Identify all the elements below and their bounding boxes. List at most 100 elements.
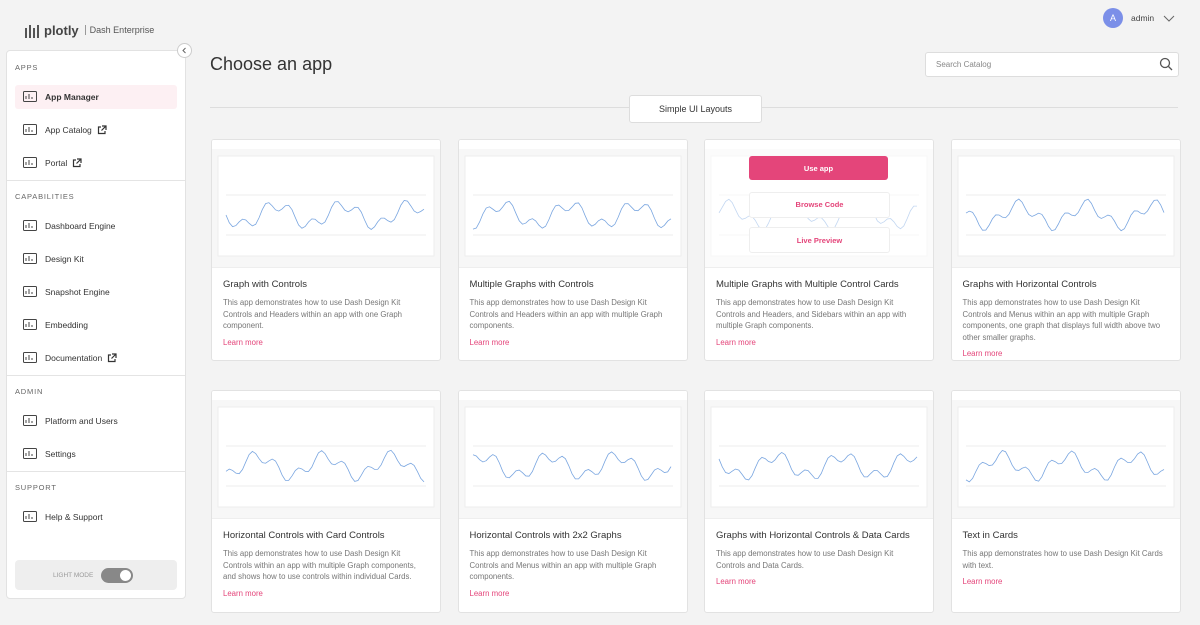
- category-tab[interactable]: Simple UI Layouts: [629, 95, 762, 123]
- card-title: Multiple Graphs with Multiple Control Ca…: [716, 279, 899, 290]
- search-placeholder: Search Catalog: [936, 60, 992, 69]
- nav-label: App Manager: [45, 92, 99, 102]
- nav-item[interactable]: Dashboard Engine: [15, 214, 177, 238]
- app-card[interactable]: Text in Cards This app demonstrates how t…: [950, 390, 1181, 613]
- app-card[interactable]: Graphs with Horizontal Controls This app …: [950, 139, 1181, 361]
- section-label: ADMIN: [15, 387, 44, 396]
- section-label: CAPABILITIES: [15, 192, 75, 201]
- search-icon: [1159, 57, 1173, 71]
- action-button[interactable]: Browse Code: [749, 191, 890, 218]
- chevron: [1163, 15, 1175, 22]
- nav-item[interactable]: Settings: [15, 442, 177, 466]
- card-description: This app demonstrates how to use Dash De…: [716, 549, 894, 570]
- external-icon: [108, 353, 117, 363]
- app-card[interactable]: Use app Browse Code Live Preview Multiple G…: [704, 139, 934, 361]
- card-title: Graphs with Horizontal Controls: [962, 279, 1097, 290]
- thumbnail: Use app Browse Code Live Preview: [705, 140, 933, 268]
- app-card[interactable]: Horizontal Controls with 2x2 Graphs This …: [457, 390, 688, 613]
- nav-item[interactable]: Help & Support: [15, 505, 177, 529]
- card-title: Text in Cards: [962, 530, 1018, 541]
- card-title: Multiple Graphs with Controls: [469, 279, 594, 290]
- nav-item[interactable]: Documentation: [15, 346, 177, 370]
- learn-more-link[interactable]: Learn more: [962, 349, 1003, 358]
- thumbnail-graphic: [951, 391, 1180, 508]
- nav-icon: [23, 253, 37, 264]
- nav-icon: [23, 124, 37, 135]
- app-card[interactable]: Multiple Graphs with Controls This app de…: [457, 139, 688, 361]
- section-label: SUPPORT: [15, 483, 57, 492]
- nav-label: Settings: [45, 449, 76, 459]
- thumbnail: [458, 391, 687, 519]
- nav-label: Design Kit: [45, 254, 84, 264]
- card-description: This app demonstrates how to use Dash De…: [469, 298, 663, 330]
- thumbnail: [212, 140, 440, 268]
- collapse-button[interactable]: [177, 43, 192, 58]
- logo-icon: [25, 25, 39, 38]
- thumbnail: [951, 140, 1180, 268]
- product-name: Dash Enterprise: [84, 25, 154, 35]
- sidebar-divider: [7, 471, 185, 472]
- nav-icon: [23, 448, 37, 459]
- user-menu[interactable]: A admin: [1103, 8, 1176, 28]
- thumbnail-graphic: [212, 140, 440, 257]
- thumbnail-graphic: [951, 140, 1180, 257]
- learn-more-link[interactable]: Learn more: [469, 588, 510, 598]
- user-name: admin: [1131, 13, 1155, 23]
- nav-icon: [23, 220, 37, 231]
- nav-label: App Catalog: [45, 125, 92, 135]
- nav-label: Snapshot Engine: [45, 287, 110, 297]
- learn-more-link[interactable]: Learn more: [716, 577, 756, 586]
- nav-label: Portal: [45, 158, 68, 168]
- thumbnail-graphic: [458, 391, 687, 508]
- app-card[interactable]: Horizontal Controls with Card Controls Th…: [211, 390, 441, 613]
- card-title: Graphs with Horizontal Controls & Data C…: [716, 530, 910, 541]
- nav-item[interactable]: App Manager: [15, 85, 177, 109]
- nav-label: Documentation: [45, 353, 103, 363]
- nav-label: Platform and Users: [45, 416, 118, 426]
- nav-icon: [23, 415, 37, 426]
- nav-icon: [23, 319, 37, 330]
- card-description: This app demonstrates how to use Dash De…: [223, 549, 416, 581]
- nav-item[interactable]: Embedding: [15, 313, 177, 337]
- card-title: Horizontal Controls with Card Controls: [223, 530, 385, 541]
- action-button[interactable]: Use app: [749, 156, 888, 180]
- thumbnail: [212, 391, 440, 519]
- nav-label: Embedding: [45, 320, 89, 330]
- card-description: This app demonstrates how to use Dash De…: [223, 298, 403, 330]
- mode-label: LIGHT MODE: [53, 571, 94, 579]
- sidebar-divider: [7, 375, 185, 376]
- card-description: This app demonstrates how to use Dash De…: [962, 298, 1161, 342]
- learn-more-link[interactable]: Learn more: [469, 337, 510, 347]
- sidebar-divider: [7, 180, 185, 181]
- app-card[interactable]: Graph with Controls This app demonstrates…: [211, 139, 441, 361]
- nav-icon: [23, 157, 37, 168]
- card-title: Horizontal Controls with 2x2 Graphs: [469, 530, 622, 541]
- nav-item[interactable]: App Catalog: [15, 118, 177, 142]
- learn-more-link[interactable]: Learn more: [223, 588, 263, 598]
- card-description: This app demonstrates how to use Dash De…: [716, 298, 907, 330]
- thumbnail: [458, 140, 687, 268]
- nav-icon: [23, 352, 37, 363]
- card-title: Graph with Controls: [223, 279, 307, 290]
- external-icon: [97, 125, 107, 135]
- card-description: This app demonstrates how to use Dash De…: [962, 549, 1163, 570]
- nav-label: Help & Support: [45, 512, 103, 522]
- mode-toggle[interactable]: LIGHT MODE: [15, 560, 177, 590]
- nav-label: Dashboard Engine: [45, 221, 116, 231]
- learn-more-link[interactable]: Learn more: [962, 577, 1003, 586]
- nav-item[interactable]: Platform and Users: [15, 409, 177, 433]
- action-button[interactable]: Live Preview: [749, 227, 890, 253]
- nav-item[interactable]: Design Kit: [15, 247, 177, 271]
- external-icon: [73, 158, 82, 168]
- avatar: A: [1103, 8, 1123, 28]
- nav-icon: [23, 286, 37, 297]
- nav-item[interactable]: Snapshot Engine: [15, 280, 177, 304]
- learn-more-link[interactable]: Learn more: [223, 337, 263, 347]
- learn-more-link[interactable]: Learn more: [716, 337, 756, 347]
- app-card[interactable]: Graphs with Horizontal Controls & Data C…: [704, 390, 934, 613]
- nav-item[interactable]: Portal: [15, 151, 177, 175]
- nav-icon: [23, 91, 37, 102]
- thumbnail: [705, 391, 933, 519]
- search-box[interactable]: Search Catalog: [925, 52, 1179, 77]
